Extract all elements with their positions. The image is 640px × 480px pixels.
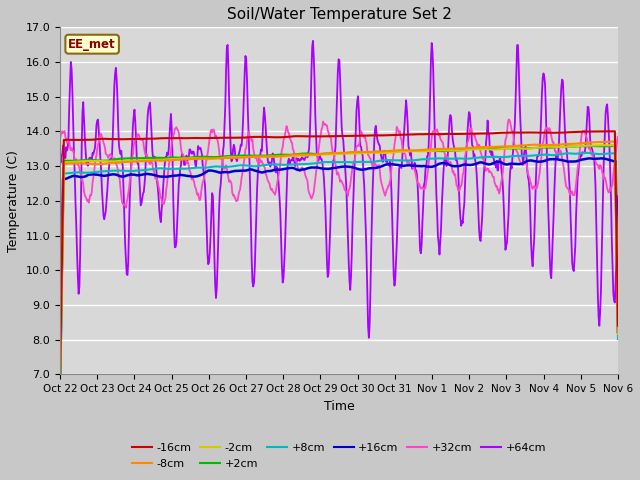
+16cm <box>423 164 431 169</box>
-8cm <box>611 139 619 144</box>
+2cm <box>614 332 622 337</box>
+8cm <box>210 164 218 169</box>
Legend: -16cm, -8cm, -2cm, +2cm, +8cm, +16cm, +32cm, +64cm: -16cm, -8cm, -2cm, +2cm, +8cm, +16cm, +3… <box>127 439 550 473</box>
+64cm <box>614 193 622 199</box>
+32cm <box>56 136 64 142</box>
-16cm <box>210 135 218 141</box>
+8cm <box>407 157 415 163</box>
Line: -16cm: -16cm <box>60 132 618 379</box>
+16cm <box>210 168 218 174</box>
Text: EE_met: EE_met <box>68 38 116 51</box>
Line: +2cm: +2cm <box>60 146 618 389</box>
-8cm <box>423 146 431 152</box>
-16cm <box>66 137 74 143</box>
Title: Soil/Water Temperature Set 2: Soil/Water Temperature Set 2 <box>227 7 451 22</box>
+2cm <box>407 148 415 154</box>
-2cm <box>66 159 74 165</box>
+2cm <box>423 148 431 154</box>
+64cm <box>66 79 74 85</box>
-16cm <box>407 132 415 137</box>
-2cm <box>180 156 188 161</box>
+32cm <box>424 168 432 174</box>
-8cm <box>124 159 131 165</box>
+64cm <box>425 143 433 149</box>
+16cm <box>180 172 188 178</box>
+32cm <box>181 156 189 162</box>
+64cm <box>124 272 131 278</box>
-8cm <box>407 147 415 153</box>
-16cm <box>56 376 64 382</box>
+64cm <box>210 219 218 225</box>
-16cm <box>124 136 131 142</box>
+16cm <box>614 329 622 335</box>
+8cm <box>124 168 131 174</box>
+32cm <box>614 134 622 140</box>
+2cm <box>56 386 64 392</box>
+16cm <box>597 156 605 161</box>
-2cm <box>423 148 431 154</box>
-2cm <box>605 142 612 148</box>
+32cm <box>124 190 132 196</box>
Line: +32cm: +32cm <box>60 120 618 208</box>
+16cm <box>66 174 74 180</box>
-8cm <box>210 156 218 161</box>
Y-axis label: Temperature (C): Temperature (C) <box>7 150 20 252</box>
+32cm <box>122 205 130 211</box>
+2cm <box>210 154 218 160</box>
+8cm <box>584 150 591 156</box>
-8cm <box>614 329 622 335</box>
+64cm <box>408 166 416 172</box>
-2cm <box>210 156 218 162</box>
+64cm <box>56 156 64 161</box>
Line: -8cm: -8cm <box>60 142 618 391</box>
+8cm <box>614 336 622 342</box>
+16cm <box>124 172 131 178</box>
+2cm <box>66 158 74 164</box>
+32cm <box>211 130 218 136</box>
+32cm <box>505 117 513 122</box>
-2cm <box>614 331 622 337</box>
+8cm <box>180 166 188 172</box>
+64cm <box>180 162 188 168</box>
Line: +64cm: +64cm <box>60 41 618 338</box>
+8cm <box>423 156 431 162</box>
Line: -2cm: -2cm <box>60 145 618 390</box>
-2cm <box>56 387 64 393</box>
-16cm <box>180 135 188 141</box>
+16cm <box>56 396 64 401</box>
+16cm <box>407 163 415 168</box>
+2cm <box>611 143 619 149</box>
-2cm <box>124 158 131 164</box>
X-axis label: Time: Time <box>324 400 355 413</box>
+32cm <box>408 163 415 168</box>
+8cm <box>56 393 64 398</box>
-16cm <box>423 131 431 137</box>
-8cm <box>180 156 188 162</box>
+64cm <box>309 38 317 44</box>
+64cm <box>365 335 372 341</box>
+2cm <box>124 156 131 161</box>
+32cm <box>66 145 74 151</box>
-8cm <box>66 161 74 167</box>
+8cm <box>66 170 74 176</box>
+2cm <box>180 155 188 161</box>
-16cm <box>609 129 617 134</box>
Line: +8cm: +8cm <box>60 153 618 396</box>
Line: +16cm: +16cm <box>60 158 618 398</box>
-16cm <box>614 323 622 329</box>
-2cm <box>407 148 415 154</box>
-8cm <box>56 388 64 394</box>
